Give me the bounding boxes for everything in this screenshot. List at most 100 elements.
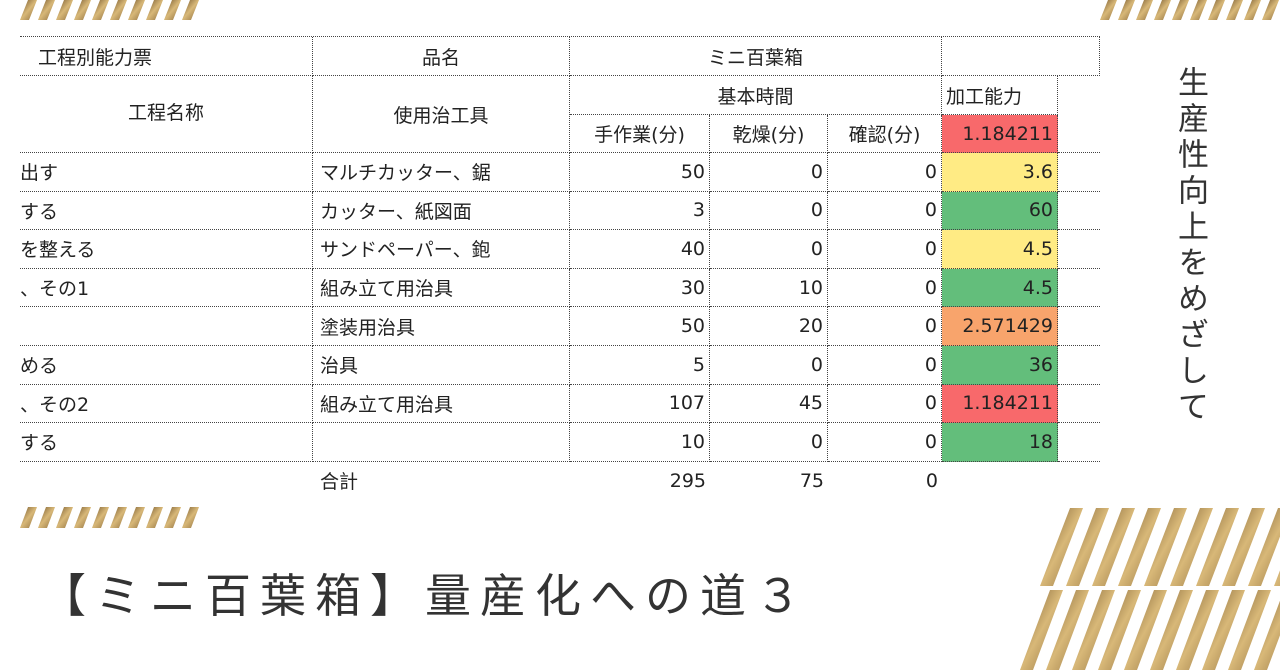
cell: 0 xyxy=(710,153,828,192)
cell: 50 xyxy=(570,153,710,192)
cell: 5 xyxy=(570,346,710,385)
stripe xyxy=(1262,0,1279,20)
page-title: 【ミニ百葉箱】量産化への道３ xyxy=(40,569,810,623)
stripe xyxy=(128,0,145,20)
cell: 50 xyxy=(570,307,710,346)
stripe xyxy=(1196,508,1239,586)
cell xyxy=(1058,307,1100,346)
capacity-cell: 1.184211 xyxy=(942,115,1058,153)
sheet-title: 工程別能力票 xyxy=(20,37,313,76)
stripe xyxy=(56,0,73,20)
stripe xyxy=(1072,590,1115,670)
cell xyxy=(1058,230,1100,269)
cell: 0 xyxy=(828,423,942,462)
stripe xyxy=(1202,590,1245,670)
cell: 出す xyxy=(20,153,313,192)
stripe xyxy=(38,507,55,528)
cell xyxy=(1058,269,1100,308)
capacity-cell: 2.571429 xyxy=(942,307,1058,346)
stripe xyxy=(164,507,181,528)
cell: 30 xyxy=(570,268,710,308)
stripe xyxy=(1098,590,1141,670)
stripe xyxy=(20,0,37,20)
cell: 組み立て用治具 xyxy=(313,268,570,308)
tagline: 生産性向上をめざして xyxy=(1172,66,1208,426)
stripe xyxy=(1136,0,1153,20)
cell: める xyxy=(20,346,313,385)
cell: 0 xyxy=(828,307,942,346)
capacity-cell: 3.6 xyxy=(942,153,1058,192)
header-cell: 基本時間 xyxy=(570,76,942,115)
header-cell: 工程名称 xyxy=(20,76,313,153)
stripe xyxy=(1228,590,1271,670)
stripe xyxy=(1118,0,1135,20)
border xyxy=(20,36,1100,37)
total-label: 合計 xyxy=(320,471,359,494)
cell xyxy=(1058,76,1100,153)
stripe xyxy=(1092,508,1135,586)
cell xyxy=(1058,346,1100,385)
cell: 0 xyxy=(710,423,828,462)
stripe xyxy=(20,507,37,528)
stripe xyxy=(146,0,163,20)
cell: 、その2 xyxy=(20,384,313,424)
stripe xyxy=(146,507,163,528)
stripe xyxy=(1248,508,1280,586)
stripe xyxy=(182,507,199,528)
stripe xyxy=(1226,0,1243,20)
cell: 0 xyxy=(828,346,942,385)
stripe xyxy=(1190,0,1207,20)
cell: カッター、紙図面 xyxy=(313,191,570,231)
cell: サンドペーパー、鉋 xyxy=(313,230,570,269)
capacity-cell: 18 xyxy=(942,423,1058,462)
cell: 0 xyxy=(828,230,942,269)
stripe xyxy=(164,0,181,20)
stripe xyxy=(1150,590,1193,670)
stripe xyxy=(1254,600,1280,670)
cell: 0 xyxy=(828,191,942,231)
total-value: 75 xyxy=(799,469,824,492)
cell xyxy=(313,423,570,462)
stripe xyxy=(128,507,145,528)
cell: 40 xyxy=(570,230,710,269)
cell: 3 xyxy=(570,191,710,231)
total-value: 295 xyxy=(669,469,706,492)
stripe xyxy=(1020,590,1063,670)
cell xyxy=(1058,423,1100,462)
stripe xyxy=(1176,590,1219,670)
stripe xyxy=(182,0,199,20)
cell xyxy=(20,307,313,346)
stripe xyxy=(1172,0,1189,20)
stripe xyxy=(92,507,109,528)
cell: 0 xyxy=(828,384,942,424)
header-cell: 加工能力 xyxy=(942,76,1058,115)
cell: する xyxy=(20,191,313,231)
stripe xyxy=(1222,508,1265,586)
cell xyxy=(1058,192,1100,231)
stripe xyxy=(74,507,91,528)
stripe xyxy=(92,0,109,20)
cell: 10 xyxy=(570,423,710,462)
stripe xyxy=(1124,590,1167,670)
stripe xyxy=(1144,508,1187,586)
stripe xyxy=(110,507,127,528)
stripe xyxy=(74,0,91,20)
stripe xyxy=(1118,508,1161,586)
header-cell: 品名 xyxy=(313,37,570,76)
cell: を整える xyxy=(20,230,313,269)
cell: 、その1 xyxy=(20,268,313,308)
cell: 0 xyxy=(710,230,828,269)
header-cell: 確認(分) xyxy=(828,115,942,153)
stripe xyxy=(1244,0,1261,20)
cell: 10 xyxy=(710,268,828,308)
cell xyxy=(1058,153,1100,192)
cell: 0 xyxy=(828,268,942,308)
stripe xyxy=(1154,0,1171,20)
stripe xyxy=(1066,508,1109,586)
cell: 塗装用治具 xyxy=(313,307,570,346)
capacity-cell: 4.5 xyxy=(942,230,1058,269)
stripe xyxy=(1170,508,1213,586)
stripe xyxy=(1100,0,1117,20)
cell: 治具 xyxy=(313,346,570,385)
